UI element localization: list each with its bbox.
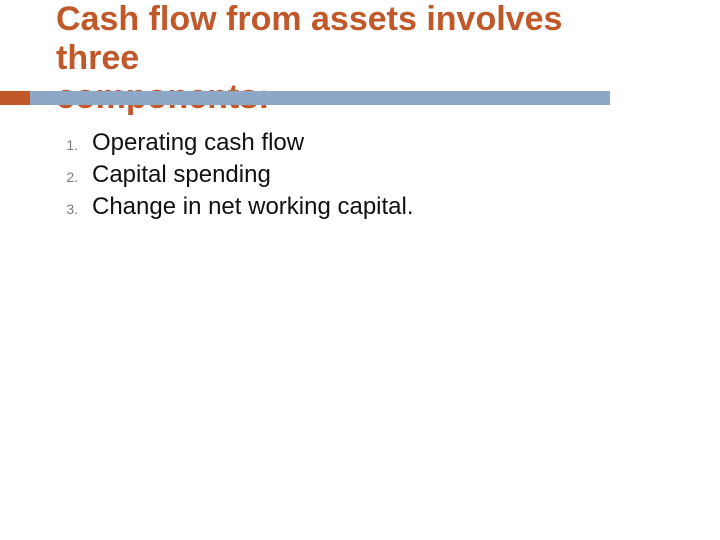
list-number: 2. bbox=[56, 169, 92, 185]
list-block: 1. Operating cash flow 2. Capital spendi… bbox=[0, 129, 720, 221]
list-item: 2. Capital spending bbox=[56, 161, 720, 189]
list-item: 3. Change in net working capital. bbox=[56, 193, 720, 221]
list-text: Capital spending bbox=[92, 161, 271, 189]
list-item: 1. Operating cash flow bbox=[56, 129, 720, 157]
list-text: Change in net working capital. bbox=[92, 193, 414, 221]
list-number: 1. bbox=[56, 137, 92, 153]
title-line-1: Cash flow from assets involves bbox=[56, 0, 700, 39]
list-text: Operating cash flow bbox=[92, 129, 304, 157]
title-underline-bar bbox=[30, 91, 610, 105]
slide: Cash flow from assets involves three com… bbox=[0, 0, 720, 540]
list-number: 3. bbox=[56, 201, 92, 217]
title-line-2: three bbox=[56, 39, 700, 78]
title-accent-box bbox=[0, 91, 30, 105]
